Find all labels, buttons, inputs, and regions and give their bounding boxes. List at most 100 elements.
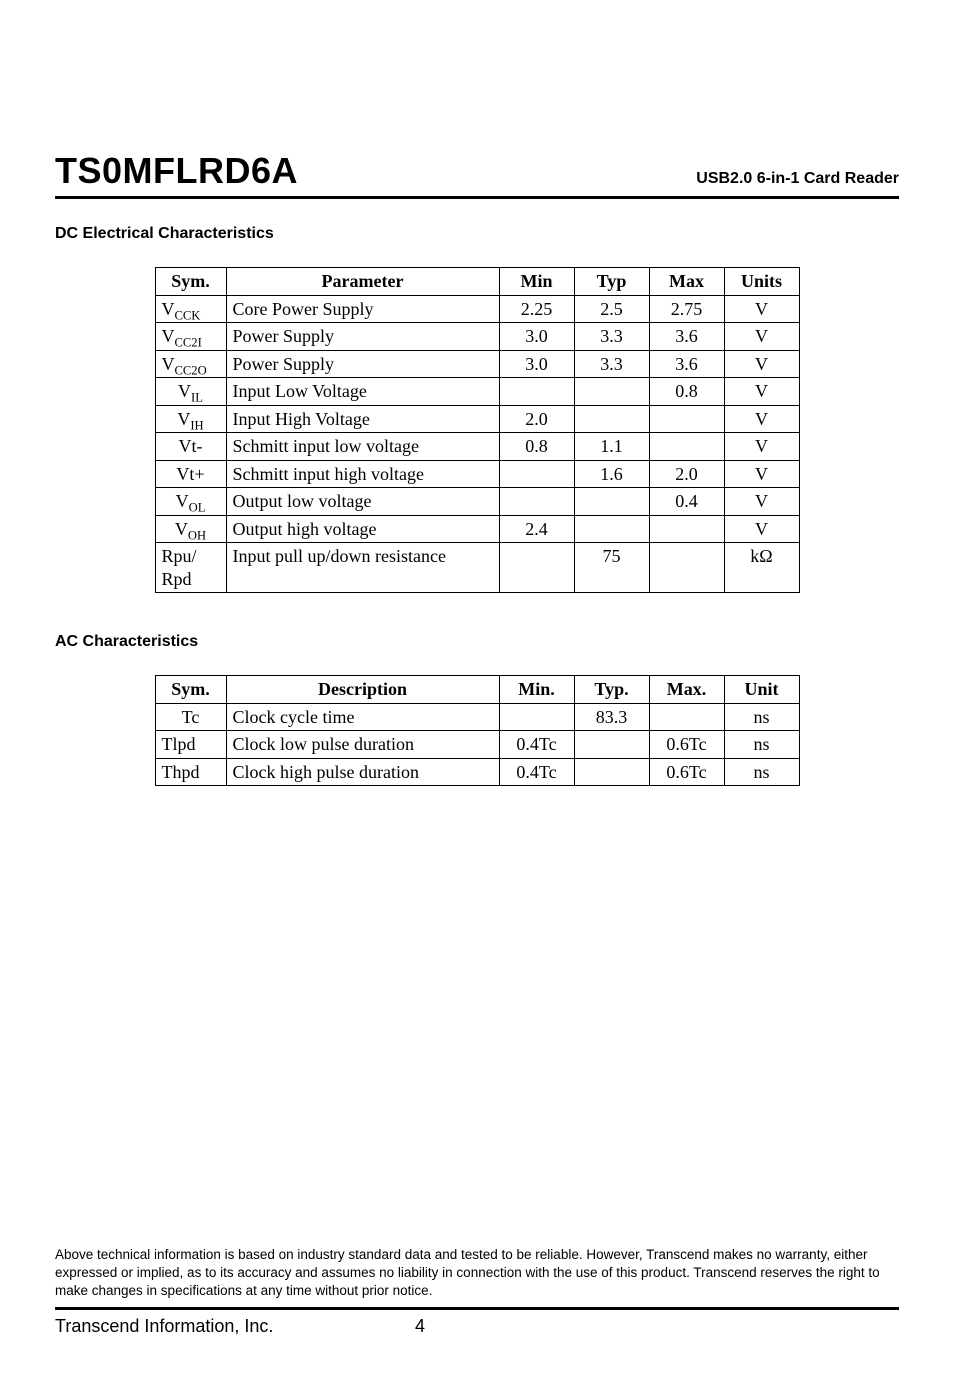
cell-units: V [724, 350, 799, 378]
cell-max: 0.4 [649, 488, 724, 516]
cell-max: 3.6 [649, 323, 724, 351]
cell-parameter: Clock high pulse duration [226, 758, 499, 786]
ac-table-wrap: Sym. Description Min. Typ. Max. Unit TcC… [55, 675, 899, 786]
cell-units: ns [724, 703, 799, 731]
dc-table-wrap: Sym. Parameter Min Typ Max Units VCCKCor… [55, 267, 899, 593]
disclaimer-text: Above technical information is based on … [55, 1246, 899, 1301]
cell-min: 2.4 [499, 515, 574, 543]
cell-units: V [724, 460, 799, 488]
col-typ: Typ. [574, 676, 649, 704]
col-sym: Sym. [155, 676, 226, 704]
cell-sym: Thpd [155, 758, 226, 786]
cell-units: V [724, 515, 799, 543]
table-row: TlpdClock low pulse duration0.4Tc 0.6Tcns [155, 731, 799, 759]
col-typ: Typ [574, 268, 649, 296]
col-description: Description [226, 676, 499, 704]
cell-parameter: Output low voltage [226, 488, 499, 516]
cell-units: ns [724, 731, 799, 759]
cell-max: 0.6Tc [649, 731, 724, 759]
cell-units: V [724, 488, 799, 516]
ac-characteristics-table: Sym. Description Min. Typ. Max. Unit TcC… [155, 675, 800, 786]
cell-max [649, 703, 724, 731]
footer-rule [55, 1307, 899, 1310]
page-header: TS0MFLRD6A USB2.0 6-in-1 Card Reader [55, 150, 899, 199]
cell-typ: 75 [574, 543, 649, 593]
cell-min: 0.8 [499, 433, 574, 461]
ac-section-heading: AC Characteristics [55, 633, 899, 651]
cell-units: V [724, 378, 799, 406]
col-max: Max. [649, 676, 724, 704]
product-subtitle: USB2.0 6-in-1 Card Reader [696, 170, 899, 192]
cell-max [649, 405, 724, 433]
cell-typ [574, 758, 649, 786]
cell-units: V [724, 405, 799, 433]
cell-parameter: Input pull up/down resistance [226, 543, 499, 593]
table-row: VOLOutput low voltage0.4V [155, 488, 799, 516]
cell-typ: 3.3 [574, 350, 649, 378]
cell-min [499, 378, 574, 406]
cell-max [649, 515, 724, 543]
footer-page-number: 4 [415, 1316, 425, 1337]
cell-typ [574, 731, 649, 759]
cell-min [499, 488, 574, 516]
cell-sym: VCC2I [155, 323, 226, 351]
cell-units: V [724, 323, 799, 351]
col-min: Min [499, 268, 574, 296]
cell-sym: Vt- [155, 433, 226, 461]
col-unit: Unit [724, 676, 799, 704]
cell-units: kΩ [724, 543, 799, 593]
col-units: Units [724, 268, 799, 296]
cell-units: ns [724, 758, 799, 786]
table-row: VCC2OPower Supply3.03.33.6V [155, 350, 799, 378]
cell-typ: 2.5 [574, 295, 649, 323]
cell-sym: Vt+ [155, 460, 226, 488]
table-row: VCCKCore Power Supply2.252.52.75V [155, 295, 799, 323]
cell-max: 2.0 [649, 460, 724, 488]
cell-typ [574, 488, 649, 516]
cell-typ: 83.3 [574, 703, 649, 731]
cell-min [499, 460, 574, 488]
cell-parameter: Power Supply [226, 323, 499, 351]
cell-units: V [724, 295, 799, 323]
cell-parameter: Schmitt input high voltage [226, 460, 499, 488]
table-row: Rpu/RpdInput pull up/down resistance 75 kΩ [155, 543, 799, 593]
cell-parameter: Core Power Supply [226, 295, 499, 323]
table-row: TcClock cycle time 83.3 ns [155, 703, 799, 731]
table-row: VIHInput High Voltage2.0V [155, 405, 799, 433]
table-row: ThpdClock high pulse duration0.4Tc 0.6Tcn… [155, 758, 799, 786]
cell-sym: VCCK [155, 295, 226, 323]
cell-max: 3.6 [649, 350, 724, 378]
cell-parameter: Input High Voltage [226, 405, 499, 433]
cell-typ [574, 378, 649, 406]
table-row: Vt+Schmitt input high voltage1.62.0V [155, 460, 799, 488]
col-max: Max [649, 268, 724, 296]
cell-sym: VCC2O [155, 350, 226, 378]
col-min: Min. [499, 676, 574, 704]
cell-parameter: Schmitt input low voltage [226, 433, 499, 461]
cell-min: 3.0 [499, 350, 574, 378]
cell-max [649, 433, 724, 461]
cell-typ [574, 405, 649, 433]
cell-max: 0.6Tc [649, 758, 724, 786]
cell-sym: Rpu/Rpd [155, 543, 226, 593]
cell-max: 0.8 [649, 378, 724, 406]
cell-sym: Tlpd [155, 731, 226, 759]
cell-sym: Tc [155, 703, 226, 731]
cell-sym: VOH [155, 515, 226, 543]
table-row: VILInput Low Voltage0.8V [155, 378, 799, 406]
cell-min: 0.4Tc [499, 758, 574, 786]
cell-min: 2.25 [499, 295, 574, 323]
cell-parameter: Clock cycle time [226, 703, 499, 731]
footer-company: Transcend Information, Inc. [55, 1316, 415, 1337]
table-row: VOHOutput high voltage2.4V [155, 515, 799, 543]
table-row: VCC2IPower Supply3.03.33.6V [155, 323, 799, 351]
cell-min [499, 703, 574, 731]
cell-parameter: Clock low pulse duration [226, 731, 499, 759]
product-title: TS0MFLRD6A [55, 150, 298, 192]
table-header-row: Sym. Parameter Min Typ Max Units [155, 268, 799, 296]
table-header-row: Sym. Description Min. Typ. Max. Unit [155, 676, 799, 704]
cell-sym: VIH [155, 405, 226, 433]
cell-units: V [724, 433, 799, 461]
cell-parameter: Power Supply [226, 350, 499, 378]
cell-min: 0.4Tc [499, 731, 574, 759]
